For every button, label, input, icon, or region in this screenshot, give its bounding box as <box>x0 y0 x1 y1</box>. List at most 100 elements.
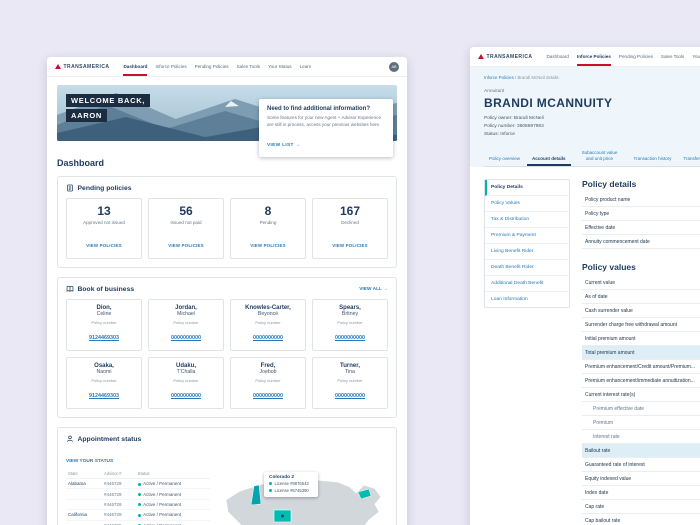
policy-detail-body: Policy Details Policy Values Tax & Distrib… <box>470 167 700 525</box>
appointment-status-cell: Active / Permanent <box>135 499 210 511</box>
policy-value-row: Current interest rate(s) <box>582 388 700 403</box>
subnav-item[interactable]: Premium & Payment <box>485 228 569 245</box>
policy-meta-line: Policy number: 3608697983 <box>484 123 544 129</box>
view-policies-link[interactable]: VIEW POLICIES <box>168 243 204 248</box>
dashboard-top-nav: TRANSAMERICA Dashboard Inforce Policies Pe… <box>47 57 407 77</box>
policy-tab[interactable]: Subaccount value and unit price <box>581 149 618 161</box>
page-title: Dashboard <box>57 158 105 168</box>
info-card-title: Need to find additional information? <box>267 106 370 112</box>
nav-item[interactable]: Your Status <box>268 64 292 69</box>
policy-meta: Policy owner: Brandi McNeil Policy number… <box>484 115 700 139</box>
breadcrumb-current: Brandi McNeil details <box>517 75 559 80</box>
subnav-item[interactable]: Death Benefit Rider <box>485 260 569 277</box>
map-tooltip-rows: License #9876543 License #6745390 <box>269 481 313 494</box>
nav-item[interactable]: Sales Tools <box>660 54 685 59</box>
policy-value-row: Equity indexed value <box>582 472 700 487</box>
subnav-item[interactable]: Loan Information <box>491 297 528 303</box>
policy-meta-line: Status: Inforce <box>484 131 515 137</box>
policy-number-link[interactable]: 9124469303 <box>89 393 119 399</box>
policy-value-row: Total premium amount <box>582 346 700 361</box>
state-new-york[interactable] <box>357 488 372 500</box>
client-card: Udaku, T'Challa Policy number 0000000000 <box>148 357 224 409</box>
policy-tab[interactable]: Transaction history <box>633 155 672 161</box>
client-first-name: Michael <box>177 311 195 317</box>
appointment-status-cell: Active / Permanent <box>135 509 210 521</box>
client-last-name: Udaku, <box>175 363 196 369</box>
policy-tab[interactable]: Account details <box>527 153 571 167</box>
client-grid: Dion, Celine Policy number 9124469303 Jo… <box>66 299 388 409</box>
stat-card: 167 Declined VIEW POLICIES <box>312 198 388 259</box>
nav-item[interactable]: Pending Policies <box>618 54 653 59</box>
view-your-status-link[interactable]: VIEW YOUR STATUS <box>66 459 114 464</box>
policy-number-link[interactable]: 0000000000 <box>253 335 283 341</box>
view-policies-link[interactable]: VIEW POLICIES <box>332 243 368 248</box>
client-card: Dion, Celine Policy number 9124469303 <box>66 299 142 351</box>
policy-number-link[interactable]: 0000000000 <box>335 393 365 399</box>
nav-item[interactable]: Learn <box>299 64 312 69</box>
dashboard-window: TRANSAMERICA Dashboard Inforce Policies Pe… <box>47 57 407 525</box>
policy-value-row: As of date <box>582 290 700 305</box>
client-last-name: Osaka, <box>94 363 114 369</box>
pending-policies-panel: Pending policies 13 Approved not issued … <box>57 176 397 268</box>
view-policies-link[interactable]: VIEW POLICIES <box>86 243 122 248</box>
policy-header: Inforce Policies / Brandi McNeil details… <box>470 67 700 168</box>
appointment-status-title: Appointment status <box>77 435 142 443</box>
stat-card: 13 Approved not issued VIEW POLICIES <box>66 198 142 259</box>
client-first-name: Naomi <box>96 369 112 375</box>
annuitant-label: Annuitant <box>484 89 505 94</box>
subnav-item[interactable]: Policy Values <box>485 196 569 213</box>
policy-tab[interactable]: Policy overview <box>489 155 521 161</box>
breadcrumb: Inforce Policies / Brandi McNeil details <box>484 75 700 80</box>
subnav-item[interactable]: Additional Death Benefit <box>485 276 569 293</box>
client-first-name: Britney <box>341 311 359 317</box>
column-header-state: State <box>66 470 102 479</box>
license-dot-icon <box>269 482 272 486</box>
view-list-link[interactable]: VIEW LIST → <box>267 142 301 148</box>
subnav-item[interactable]: Tax & Distribution <box>485 212 569 229</box>
nav-item[interactable]: Pending Policies <box>194 64 229 69</box>
policy-value-row: Premium <box>582 416 700 431</box>
appointment-row: California #446729 Active / Permanent <box>66 509 210 521</box>
policy-number-link[interactable]: 9124469303 <box>89 335 119 341</box>
map-pin-icon <box>281 514 284 518</box>
policy-number-link[interactable]: 0000000000 <box>171 335 201 341</box>
policy-number-link[interactable]: 0000000000 <box>253 393 283 399</box>
client-first-name: Celine <box>96 311 112 317</box>
client-card: Turner, Tina Policy number 0000000000 <box>312 357 388 409</box>
policy-top-nav: TRANSAMERICA Dashboard Inforce Policies Pe… <box>470 47 700 67</box>
pending-policies-icon <box>67 184 73 192</box>
policy-detail-row: Policy product name <box>582 193 700 208</box>
nav-item[interactable]: Sales Tools <box>236 64 261 69</box>
subnav-item[interactable]: Policy Details <box>485 180 569 197</box>
view-all-link[interactable]: VIEW ALL → <box>359 286 388 292</box>
appointment-state <box>66 499 102 511</box>
policy-tabs: Policy overview Account details Subaccount… <box>484 147 700 168</box>
policy-number-link[interactable]: 0000000000 <box>335 335 365 341</box>
policy-detail-main: Policy details Policy product name Policy… <box>582 179 700 525</box>
policy-value-row: Index date <box>582 486 700 501</box>
policy-tab[interactable]: Transfers <box>683 155 700 161</box>
nav-item[interactable]: Your Status <box>692 54 700 59</box>
nav-item[interactable]: Inforce Policies <box>576 47 611 66</box>
nav-item[interactable]: Dashboard <box>123 57 148 76</box>
subnav-item[interactable]: Living Benefit Rider <box>485 244 569 261</box>
policy-details-title: Policy details <box>582 179 637 190</box>
stat-value: 56 <box>179 204 193 218</box>
client-first-name: Tina <box>345 369 355 375</box>
transamerica-logo[interactable]: TRANSAMERICA <box>478 47 532 66</box>
view-policies-link[interactable]: VIEW POLICIES <box>250 243 286 248</box>
policy-number-link[interactable]: 0000000000 <box>171 393 201 399</box>
policy-number-label: Policy number <box>255 320 281 325</box>
state-idaho[interactable] <box>250 484 262 506</box>
policy-value-row: Current value <box>582 276 700 291</box>
appointment-status-text: Active / Permanent <box>143 512 182 518</box>
breadcrumb-parent-link[interactable]: Inforce Policies <box>484 75 514 80</box>
appointment-status-panel: Appointment status VIEW YOUR STATUS Stat… <box>57 427 397 525</box>
nav-item[interactable]: Dashboard <box>546 54 569 59</box>
nav-item[interactable]: Inforce Policies <box>155 64 187 69</box>
policy-detail-row: Effective date <box>582 221 700 236</box>
appointment-table: State Advisor # Status Alabama #446729 A… <box>66 470 210 525</box>
user-avatar[interactable]: AB <box>389 61 399 72</box>
transamerica-logo[interactable]: TRANSAMERICA <box>55 57 109 76</box>
